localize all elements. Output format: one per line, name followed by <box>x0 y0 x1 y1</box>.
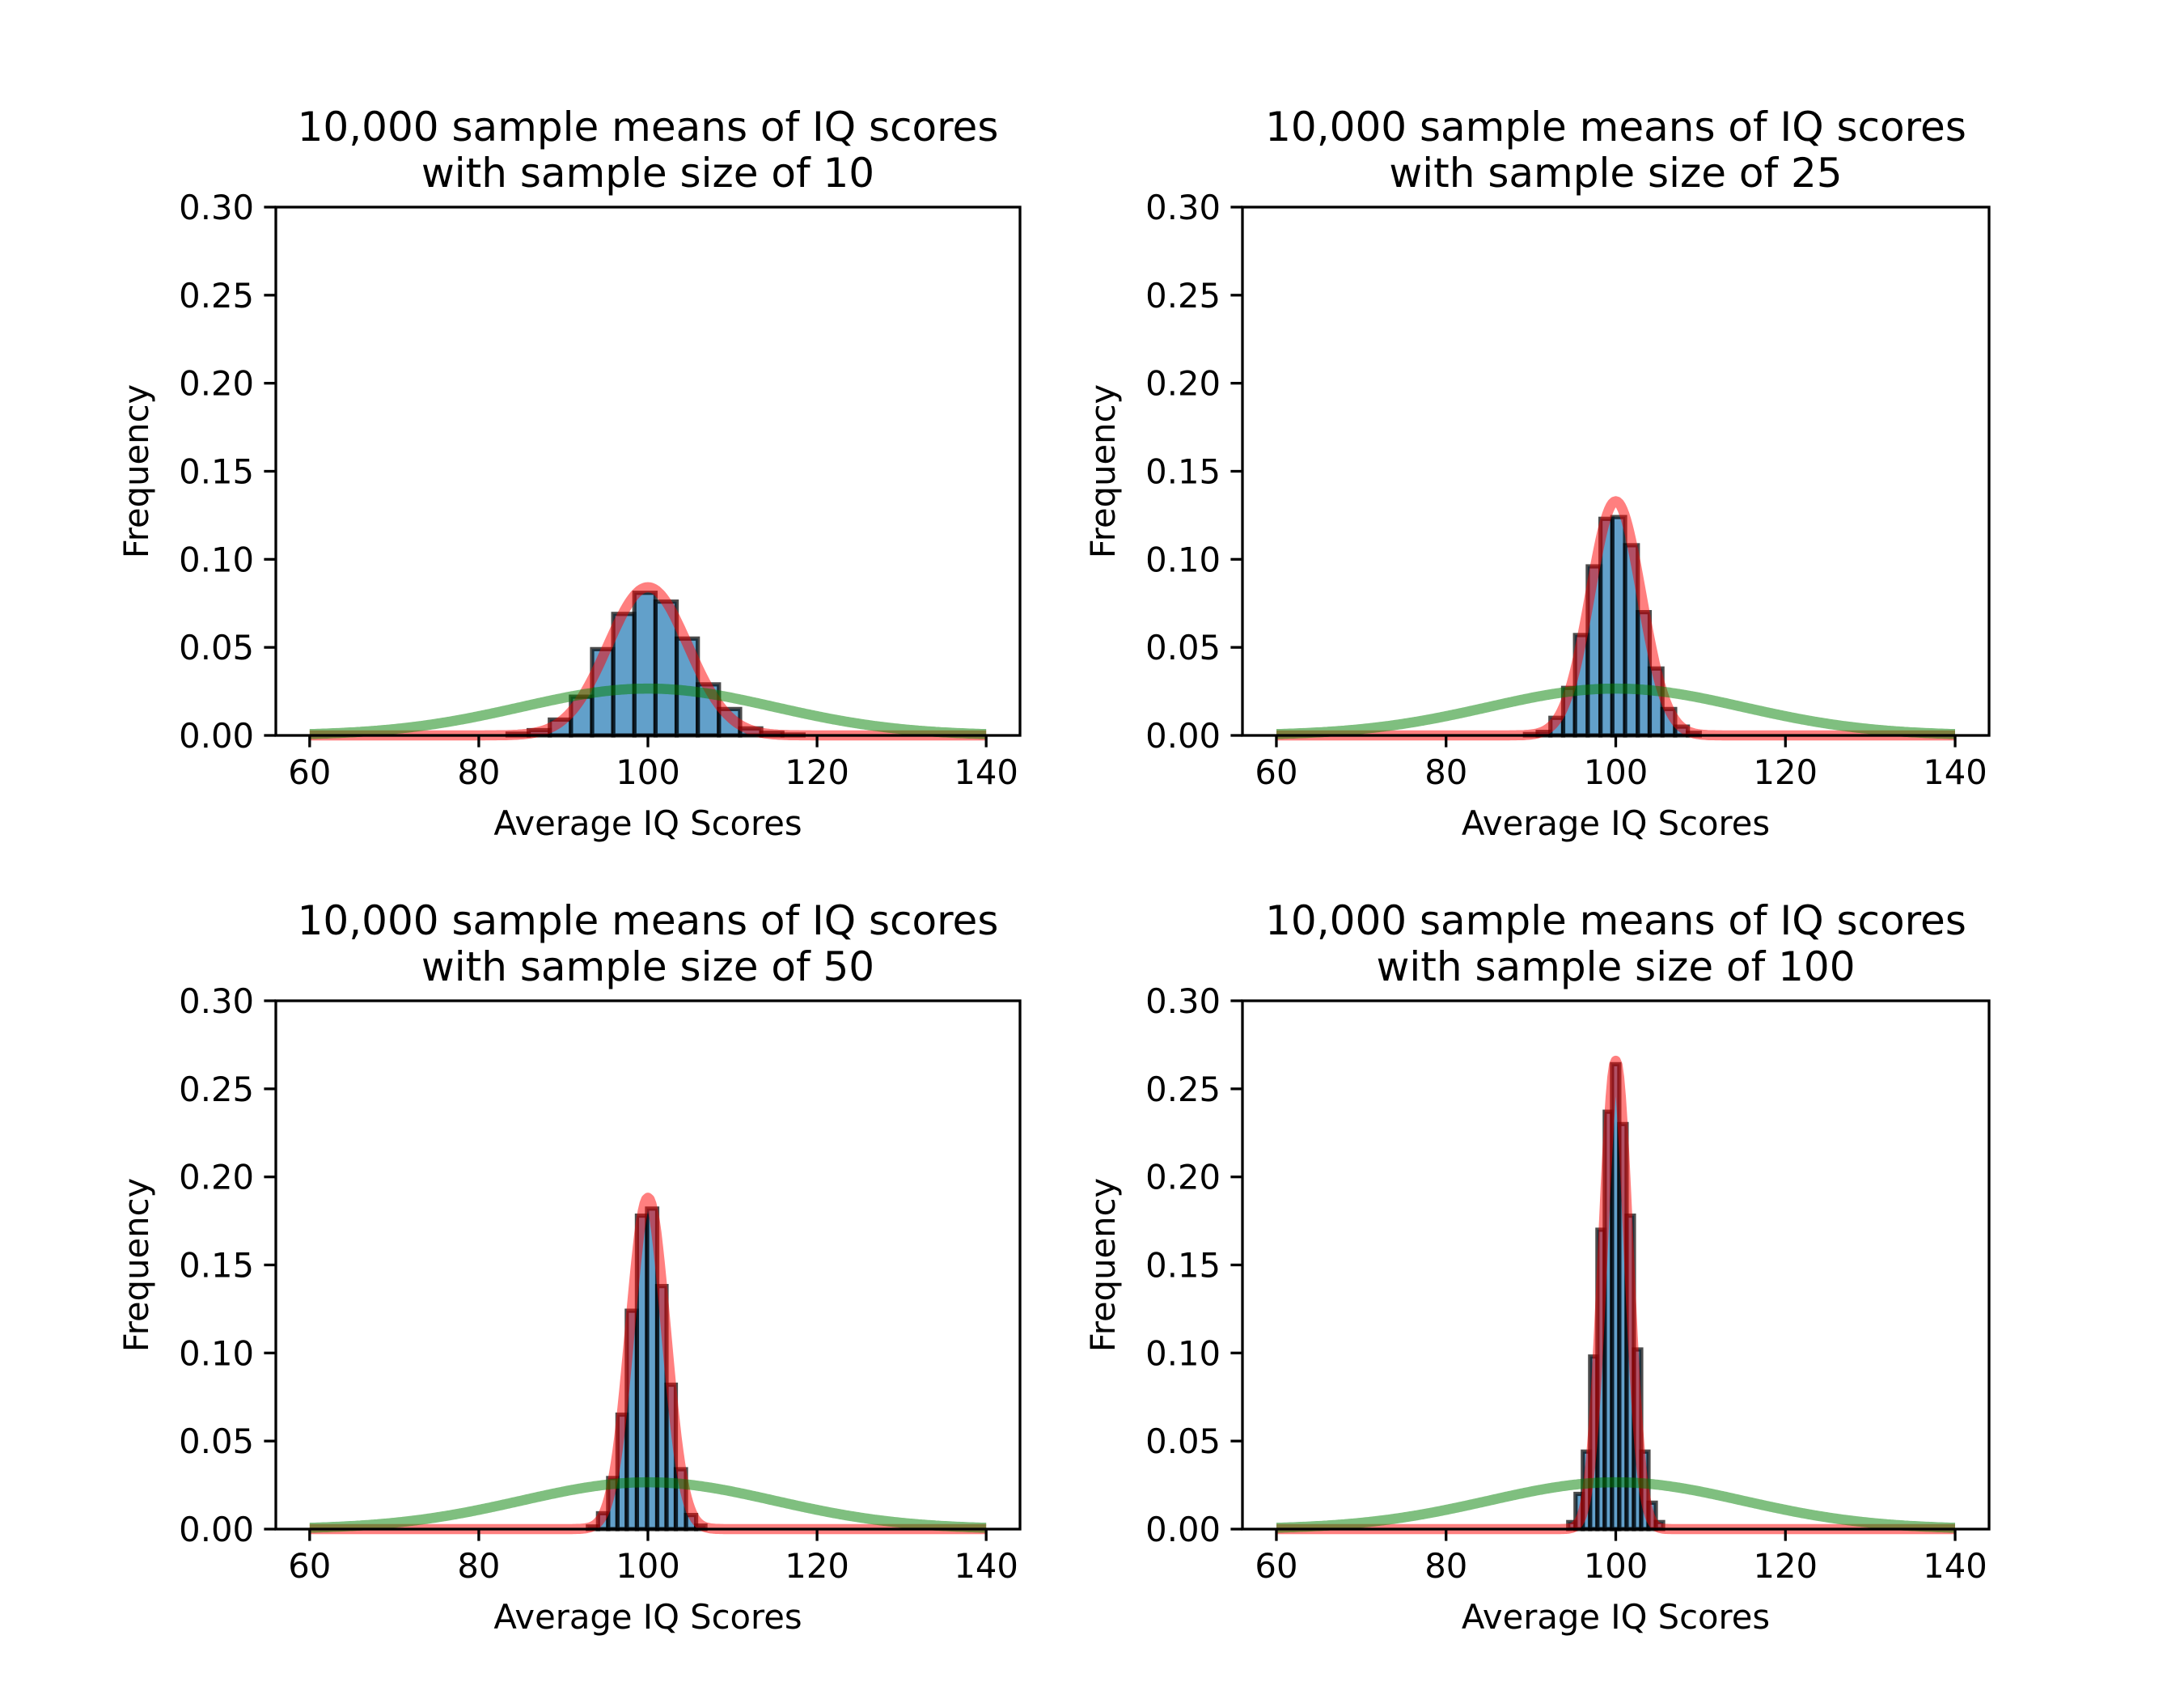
y-tick-label: 0.30 <box>179 188 254 227</box>
y-tick-label: 0.30 <box>179 981 254 1021</box>
x-tick-label: 80 <box>1424 752 1467 792</box>
y-tick-label: 0.05 <box>1145 628 1221 667</box>
x-axis-label: Average IQ Scores <box>1462 1597 1770 1637</box>
x-tick-label: 140 <box>954 752 1018 792</box>
histogram-bar <box>632 591 658 738</box>
y-tick-label: 0.05 <box>1145 1421 1221 1461</box>
x-axis-label: Average IQ Scores <box>493 1597 802 1637</box>
x-tick-label: 60 <box>288 752 331 792</box>
y-tick-label: 0.15 <box>1145 1246 1221 1286</box>
y-tick-label: 0.00 <box>1145 1510 1221 1549</box>
y-tick-label: 0.25 <box>179 1070 254 1109</box>
x-tick-label: 100 <box>1584 1546 1649 1586</box>
y-tick-label: 0.10 <box>1145 1333 1221 1373</box>
y-tick-label: 0.00 <box>179 716 254 756</box>
y-tick-label: 0.15 <box>179 452 254 492</box>
x-tick-label: 60 <box>1255 1546 1297 1586</box>
y-axis-label: Frequency <box>116 384 156 558</box>
y-tick-label: 0.30 <box>1145 188 1221 227</box>
y-axis-label: Frequency <box>1083 384 1123 558</box>
y-tick-label: 0.00 <box>179 1510 254 1549</box>
y-tick-label: 0.20 <box>1145 364 1221 404</box>
y-tick-label: 0.25 <box>1145 1070 1221 1109</box>
population-normal-curve <box>1272 683 1959 739</box>
x-tick-label: 80 <box>1424 1546 1467 1586</box>
y-tick-label: 0.20 <box>1145 1158 1221 1197</box>
x-tick-label: 120 <box>1753 752 1818 792</box>
y-tick-label: 0.00 <box>1145 716 1221 756</box>
subplot-3: 60 80 100 120 140 0.00 0.05 0.10 0.15 0.20 0.25 0.3… <box>116 897 1022 1637</box>
x-tick-label: 120 <box>785 752 849 792</box>
y-tick-label: 0.15 <box>179 1246 254 1286</box>
y-axis-label: Frequency <box>1083 1178 1123 1352</box>
x-tick-label: 80 <box>457 1546 500 1586</box>
x-tick-label: 60 <box>288 1546 331 1586</box>
y-tick-label: 0.10 <box>1145 540 1221 579</box>
x-tick-label: 140 <box>954 1546 1018 1586</box>
chart-title-line-1: 10,000 sample means of IQ scores <box>298 104 999 150</box>
y-tick-label: 0.20 <box>179 364 254 404</box>
x-tick-label: 100 <box>1584 752 1649 792</box>
x-axis-label: Average IQ Scores <box>493 803 802 843</box>
population-normal-curve <box>306 1477 990 1533</box>
x-tick-label: 100 <box>616 1546 680 1586</box>
y-tick-label: 0.05 <box>179 628 254 667</box>
x-axis-label: Average IQ Scores <box>1462 803 1770 843</box>
y-tick-label: 0.25 <box>179 276 254 316</box>
subplot-1: 60 80 100 120 140 0.00 0.05 0.10 0.15 0.20 0.25 0.3… <box>116 104 1022 843</box>
x-tick-label: 80 <box>457 752 500 792</box>
y-tick-label: 0.10 <box>179 540 254 579</box>
x-tick-label: 140 <box>1923 752 1987 792</box>
y-tick-label: 0.25 <box>1145 276 1221 316</box>
population-normal-curve <box>306 683 990 739</box>
y-tick-label: 0.10 <box>179 1333 254 1373</box>
chart-title-line-2: with sample size of 10 <box>421 150 874 197</box>
x-tick-label: 100 <box>616 752 680 792</box>
y-tick-label: 0.15 <box>1145 452 1221 492</box>
chart-title-line-1: 10,000 sample means of IQ scores <box>298 897 999 944</box>
subplot-2: 60 80 100 120 140 0.00 0.05 0.10 0.15 0.20 0.25 0.3… <box>1083 104 1991 843</box>
x-tick-label: 120 <box>785 1546 849 1586</box>
y-tick-label: 0.30 <box>1145 981 1221 1021</box>
chart-title-line-1: 10,000 sample means of IQ scores <box>1265 897 1966 944</box>
x-tick-label: 60 <box>1255 752 1297 792</box>
y-tick-label: 0.05 <box>179 1421 254 1461</box>
population-normal-curve <box>1272 1477 1959 1533</box>
subplot-4: 60 80 100 120 140 0.00 0.05 0.10 0.15 0.20 0.25 0.3… <box>1083 897 1991 1637</box>
chart-title-line-2: with sample size of 100 <box>1376 943 1855 990</box>
chart-title-line-2: with sample size of 50 <box>421 943 874 990</box>
chart-title-line-2: with sample size of 25 <box>1389 150 1842 197</box>
x-tick-label: 120 <box>1753 1546 1818 1586</box>
chart-title-line-1: 10,000 sample means of IQ scores <box>1265 104 1966 150</box>
x-tick-label: 140 <box>1923 1546 1987 1586</box>
y-tick-label: 0.20 <box>179 1158 254 1197</box>
y-axis-label: Frequency <box>116 1178 156 1352</box>
